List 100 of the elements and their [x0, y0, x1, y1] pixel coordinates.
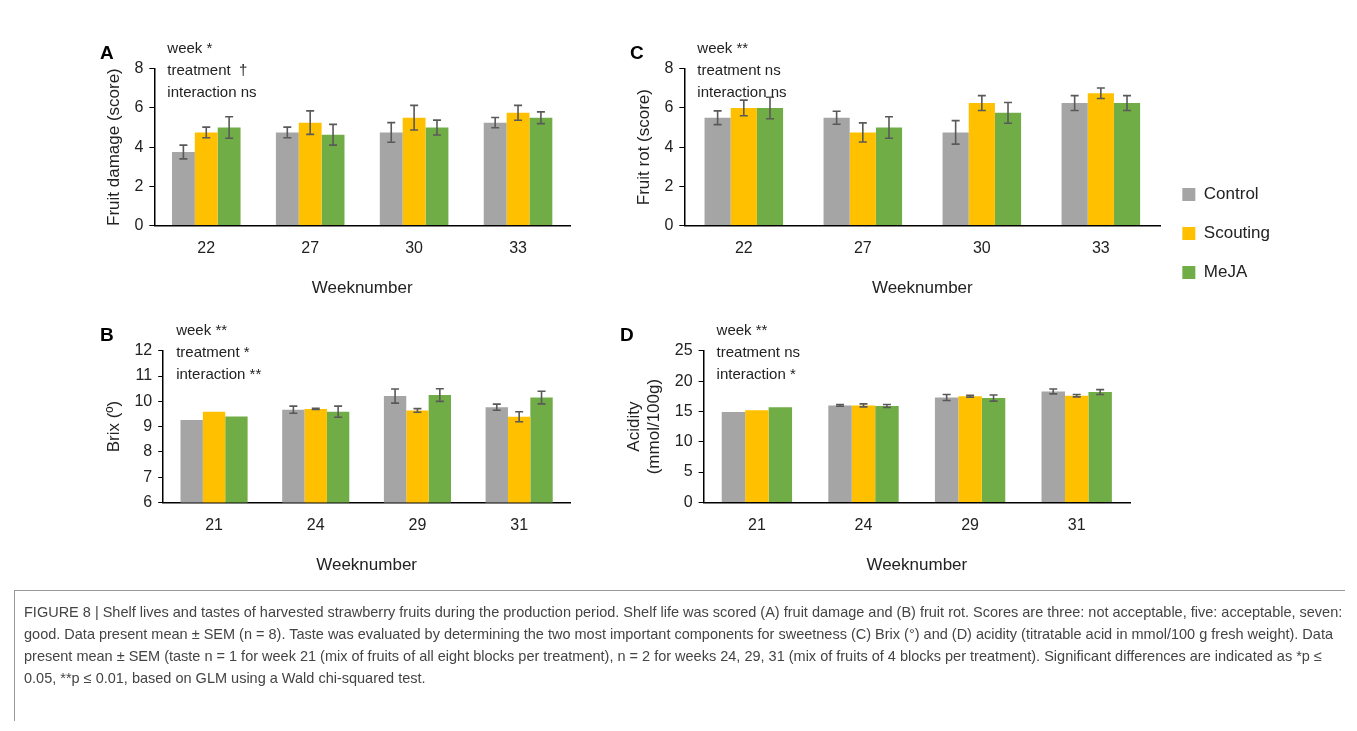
y-tick-label: 6	[134, 98, 144, 116]
bar	[402, 117, 426, 225]
text: week *	[166, 38, 213, 56]
y-tick-label: 15	[674, 401, 693, 419]
y-axis-title: Acidity (mmol/100g)	[623, 378, 664, 475]
bar	[730, 107, 757, 225]
y-tick-label: 4	[134, 137, 144, 155]
bar	[1041, 391, 1065, 502]
x-tick-label: 31	[510, 516, 529, 534]
x-tick-label: 33	[1091, 239, 1110, 257]
bar	[875, 405, 899, 502]
bar	[981, 398, 1006, 502]
y-tick-label: 6	[664, 98, 674, 116]
y-tick-label: 6	[143, 492, 153, 510]
bar	[704, 117, 731, 225]
y-tick-label: 0	[134, 215, 144, 233]
annotation: interaction ns	[167, 82, 257, 100]
y-tick-label: 7	[143, 467, 153, 485]
y-tick-label: 8	[664, 59, 674, 77]
bar	[1088, 392, 1112, 502]
annotation: treatment *	[176, 342, 250, 360]
bar	[275, 132, 299, 225]
bar	[379, 132, 403, 225]
text: week **	[696, 38, 749, 56]
y-tick-label: 10	[674, 432, 693, 450]
x-tick-label: 27	[301, 239, 320, 257]
x-tick-label: 21	[748, 516, 766, 534]
y-tick-label: 2	[134, 176, 144, 194]
bar	[768, 407, 793, 502]
chart-title: D	[620, 323, 634, 345]
annotation: interaction ns	[697, 82, 787, 100]
y-axis-title: Fruit rot (score)	[633, 89, 653, 206]
bar	[321, 134, 345, 225]
y-tick-label: 25	[674, 341, 693, 359]
x-axis-title: Weeknumber	[871, 278, 974, 298]
annotation: interaction *	[716, 364, 796, 382]
bar	[529, 117, 553, 225]
x-tick-label: 29	[961, 516, 980, 534]
bar	[823, 117, 850, 225]
bar	[851, 405, 876, 502]
bar	[942, 132, 969, 225]
chart-title: B	[100, 323, 114, 345]
x-tick-label: 30	[972, 239, 991, 257]
y-axis-title: Fruit damage (score)	[103, 68, 123, 226]
x-tick-label: 21	[205, 516, 224, 534]
y-axis-title: Brix (º)	[103, 400, 123, 453]
bar	[1064, 395, 1089, 502]
bar	[217, 127, 241, 225]
bar	[875, 127, 903, 225]
annotation: interaction **	[176, 364, 262, 382]
y-tick-label: 2	[664, 176, 674, 194]
chart-title: C	[630, 41, 644, 63]
x-tick-label: 30	[405, 239, 424, 257]
y-tick-label: 12	[134, 341, 153, 359]
x-tick-label: 22	[734, 239, 753, 257]
legend-label: Scouting	[1203, 223, 1271, 243]
y-tick-label: 20	[674, 371, 693, 389]
legend-label: MeJA	[1203, 262, 1248, 282]
annotation: treatment ns	[716, 342, 800, 360]
text: week **	[715, 320, 768, 338]
chart-title: A	[100, 41, 114, 63]
x-tick-label: 33	[509, 239, 528, 257]
y-tick-label: 10	[134, 391, 153, 409]
x-tick-label: 22	[197, 239, 216, 257]
bar	[506, 112, 530, 225]
bar	[483, 122, 507, 225]
x-tick-label: 27	[853, 239, 872, 257]
caption: FIGURE 8 | Shelf lives and tastes of harvested strawberry fruits during the production period. Shelf life was scored (A) fruit damage and (B) fruit rot. Scores are three: not acceptable, five: acceptable, seven: good. Data present mean ± SEM (n = 8). Taste was evaluated by determining the two most important components for sweetness (C) Brix (°) and (D) acidity (titratable acid in mmol/100 g fresh weight). Data present mean ± SEM (taste n = 1 for week 21 (mix of fruits of all eight blocks per treatment), n = 2 for weeks 24, 29, 31 (mix of fruits of 4 blocks per treatment). Significant differences are indicated as *p ≤ 0.05, **p ≤ 0.01, based on GLM using a Wald chi-squared test.	[24, 603, 1344, 688]
bar	[849, 132, 876, 225]
y-tick-label: 0	[683, 492, 693, 510]
bar	[756, 107, 784, 225]
bar	[828, 405, 852, 502]
x-tick-label: 24	[306, 516, 325, 534]
legend-label: Control	[1203, 184, 1259, 204]
x-tick-label: 24	[854, 516, 873, 534]
bar	[194, 132, 218, 225]
x-axis-title: Weeknumber	[866, 555, 968, 575]
bar	[425, 127, 449, 225]
bar	[721, 412, 746, 502]
bar	[958, 396, 982, 502]
x-axis-title: Weeknumber	[316, 555, 418, 575]
bar	[298, 122, 322, 225]
bar	[1087, 93, 1114, 225]
y-tick-label: 4	[664, 137, 674, 155]
bar	[968, 103, 995, 225]
y-tick-label: 11	[135, 366, 153, 384]
text: week **	[175, 320, 228, 338]
y-tick-label: 8	[143, 442, 153, 460]
x-tick-label: 29	[408, 516, 427, 534]
bar	[994, 112, 1022, 225]
annotation: treatment ns	[697, 60, 781, 78]
y-tick-label: 5	[683, 462, 693, 480]
x-tick-label: 31	[1067, 516, 1086, 534]
y-tick-label: 9	[143, 417, 153, 435]
annotation: treatment †	[167, 60, 248, 78]
y-tick-label: 0	[664, 215, 674, 233]
bar	[934, 397, 959, 502]
bar	[745, 410, 769, 502]
bar	[171, 151, 195, 225]
x-axis-title: Weeknumber	[311, 278, 413, 298]
